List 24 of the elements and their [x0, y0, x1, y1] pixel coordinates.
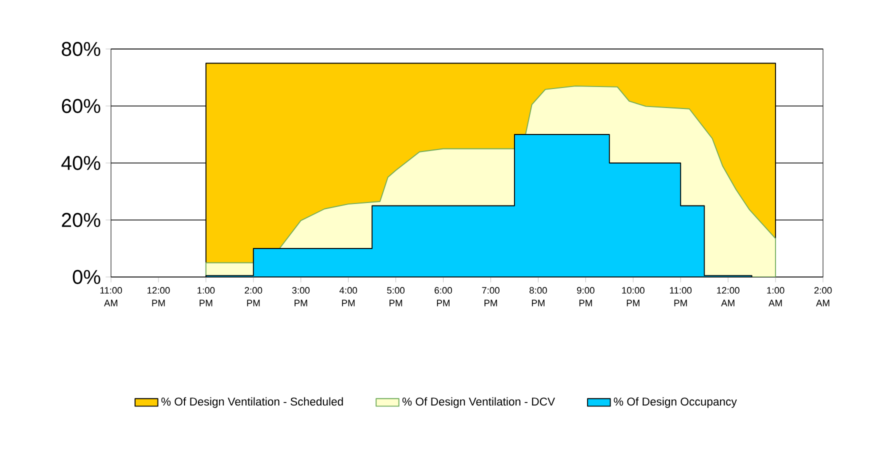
x-tick-label: 1:00 AM	[767, 287, 784, 306]
y-tick-label: 20%	[62, 212, 100, 228]
y-tick-label: 80%	[62, 42, 100, 56]
x-tick-label: 12:00 AM	[717, 287, 740, 306]
x-tick-label: 10:00 PM	[622, 287, 644, 306]
x-tick-label: 9:00 PM	[577, 287, 594, 306]
y-tick-label: 40%	[61, 156, 100, 170]
x-tick-label: 8:00 PM	[530, 287, 547, 306]
x-tick-label: 4:00 PM	[339, 287, 358, 306]
x-tick-label: 11:00 AM	[100, 287, 122, 306]
x-tick-label: 12:00 PM	[148, 287, 170, 306]
x-tick-label: 3:00 PM	[292, 287, 310, 306]
x-tick-label: 1:00 PM	[198, 287, 215, 306]
legend-label: % Of Design Ventilation - DCV	[402, 397, 556, 408]
x-tick-label: 2:00 PM	[244, 287, 262, 306]
x-tick-label: 11:00 PM	[670, 287, 692, 306]
legend-label: % Of Design Ventilation - Scheduled	[161, 397, 343, 408]
x-tick-label: 7:00 PM	[482, 287, 500, 306]
x-tick-label: 2:00 AM	[814, 287, 832, 306]
y-tick-label: 0%	[72, 270, 100, 284]
legend-label: % Of Design Occupancy	[614, 397, 737, 408]
y-tick-label: 60%	[62, 98, 100, 114]
x-tick-label: 6:00 PM	[434, 287, 452, 306]
x-tick-label: 5:00 PM	[387, 287, 405, 306]
